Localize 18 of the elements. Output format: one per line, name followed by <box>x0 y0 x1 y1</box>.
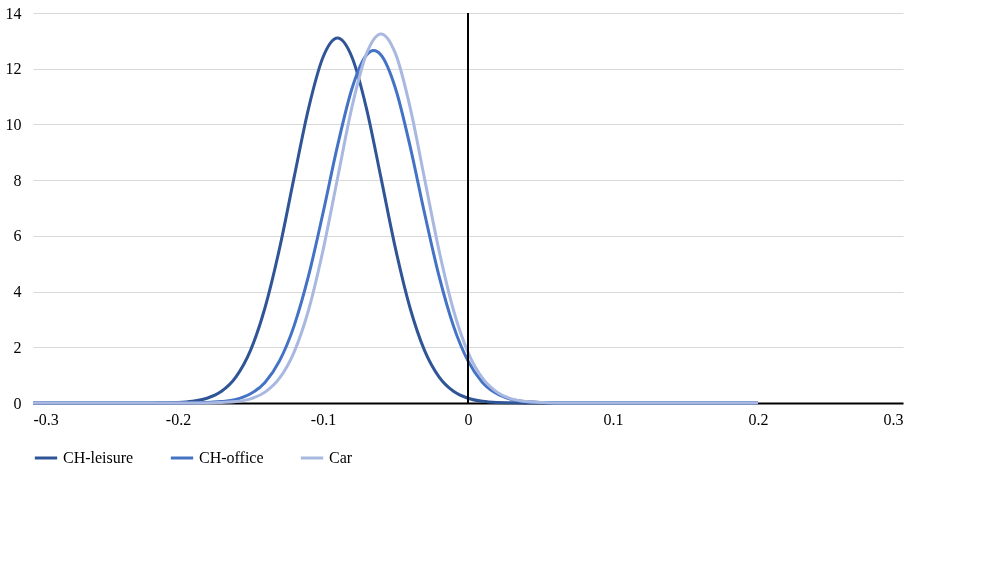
x-tick-label: -0.3 <box>33 410 59 428</box>
x-tick-label: -0.2 <box>165 410 192 428</box>
y-tick-label: 14 <box>5 4 22 22</box>
y-tick-label: 0 <box>13 394 22 412</box>
y-tick-label: 4 <box>13 283 22 301</box>
legend-label: Car <box>329 449 353 466</box>
y-tick-label: 6 <box>13 227 22 245</box>
legend-label: CH-office <box>199 449 264 466</box>
x-tick-label: -0.1 <box>310 410 337 428</box>
y-tick-label: 2 <box>13 338 22 356</box>
x-tick-label: 0.1 <box>603 410 624 428</box>
y-tick-label: 12 <box>5 60 22 78</box>
x-tick-label: 0.2 <box>748 410 769 428</box>
legend-label: CH-leisure <box>63 449 134 466</box>
x-tick-label: 0.3 <box>883 410 904 428</box>
x-tick-label: 0 <box>464 410 473 428</box>
y-tick-label: 10 <box>5 115 22 133</box>
y-tick-label: 8 <box>13 171 22 189</box>
